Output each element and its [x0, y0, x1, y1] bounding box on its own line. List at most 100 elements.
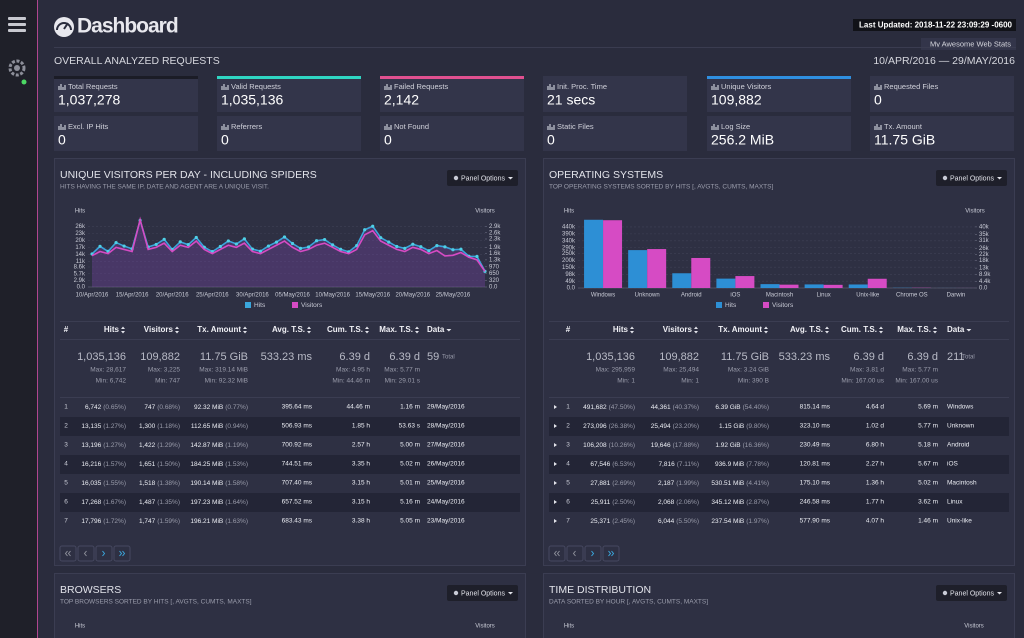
- summary-value: 109,882: [659, 351, 699, 363]
- pagination-button[interactable]: [566, 545, 584, 562]
- y-tick-label: 440k: [562, 225, 576, 231]
- cell-percent: (1.38%): [157, 480, 180, 487]
- row-cell: 17,796 (1.72%): [81, 518, 126, 525]
- cell-percent: (1.27%): [103, 442, 126, 449]
- panel-subtitle: TOP BROWSERS SORTED BY HITS [, AVGTS, CU…: [60, 599, 252, 606]
- card-label: Excl. IP Hits: [68, 122, 109, 131]
- x-tick-label: Android: [681, 293, 702, 299]
- card-value: 11.75 GiB: [874, 132, 935, 148]
- x-tick-label: 15/May/2016: [355, 293, 390, 299]
- summary-value: Total: [962, 355, 975, 361]
- cell-percent: (2.50%): [612, 499, 635, 506]
- card-icon: [384, 124, 392, 130]
- table-row[interactable]: [549, 398, 1009, 417]
- panel-options-button[interactable]: [447, 170, 518, 186]
- y-axis-label: Hits: [75, 209, 85, 215]
- data-point: [298, 246, 303, 250]
- row-cell: 1,422 (1.29%): [139, 442, 180, 449]
- row-cell: 936.9 MiB (7.78%): [715, 461, 769, 468]
- panel-options-button[interactable]: [447, 585, 518, 601]
- row-cell: 19,646 (17.88%): [651, 442, 699, 449]
- panel-options-label: Panel Options: [950, 590, 994, 597]
- x-tick-label: iOS: [730, 293, 740, 299]
- card-value: 0: [384, 132, 392, 148]
- panel-options-button[interactable]: [936, 585, 1007, 601]
- card-value: 2,142: [384, 92, 419, 108]
- y-axis-label: Hits: [75, 624, 85, 630]
- x-tick-label: 05/May/2016: [275, 293, 310, 299]
- last-updated: Last Updated: 2018-11-22 23:09:29 -0600: [859, 21, 1013, 30]
- sort-icon: [243, 326, 247, 334]
- data-point: [194, 235, 198, 240]
- card-value: 0: [58, 132, 66, 148]
- cell-percent: (2.45%): [612, 518, 635, 525]
- data-point: [234, 242, 238, 246]
- summary-value: Total: [442, 355, 455, 361]
- row-cell: 142.87 MiB (1.19%): [190, 442, 248, 449]
- legend-label: Visitors: [772, 302, 794, 309]
- table-row[interactable]: [549, 436, 1009, 455]
- card-value: 256.2 MiB: [711, 132, 774, 148]
- panel-options-button[interactable]: [936, 170, 1007, 186]
- table-row[interactable]: [549, 474, 1009, 493]
- row-cell: 3.35 h: [352, 461, 370, 468]
- cell-value: 6,044: [658, 518, 675, 525]
- panel-options-label: Panel Options: [461, 175, 505, 182]
- table-row[interactable]: [549, 455, 1009, 474]
- table-row[interactable]: [549, 417, 1009, 436]
- y-tick-label: 98k: [565, 272, 576, 278]
- summary-value: 6.39 d: [853, 351, 884, 363]
- panel-title: TIME DISTRIBUTION: [549, 584, 651, 596]
- data-point: [387, 240, 391, 244]
- panel: [54, 573, 526, 638]
- summary-value: 1,035,136: [77, 351, 126, 363]
- bar: [735, 276, 755, 288]
- row-cell: 230.49 ms: [800, 442, 831, 449]
- summary-value: Min: 167.00 us: [895, 378, 938, 385]
- y-tick-label: 14k: [75, 252, 86, 258]
- row-cell: 6.80 h: [866, 442, 884, 449]
- cell-percent: (1.29%): [157, 442, 180, 449]
- row-data: 26/May/2016: [427, 461, 465, 468]
- card-accent: [54, 76, 198, 79]
- bar: [691, 257, 711, 288]
- summary-value: 533.23 ms: [779, 351, 831, 363]
- menu-icon[interactable]: [8, 17, 26, 32]
- row-cell: 190.14 MiB (1.58%): [190, 480, 248, 487]
- card-label: Init. Proc. Time: [557, 82, 607, 91]
- row-data: 28/May/2016: [427, 423, 465, 430]
- cell-percent: (1.97%): [746, 518, 769, 525]
- table-header: Visitors: [144, 325, 174, 334]
- row-cell: 112.65 MiB (0.94%): [191, 423, 248, 430]
- table-header: Avg. T.S.: [790, 325, 823, 334]
- row-cell: 92.32 MiB (0.77%): [194, 404, 248, 411]
- card-icon: [711, 84, 719, 90]
- pagination-button[interactable]: [77, 545, 95, 562]
- table-row[interactable]: [549, 493, 1009, 512]
- bar: [647, 249, 667, 288]
- table-header: Cum. T.S.: [327, 325, 363, 334]
- row-cell: 3.15 h: [352, 499, 370, 506]
- summary-value: 6.39 d: [907, 351, 938, 363]
- sort-caret: [446, 329, 452, 332]
- y2-tick-label: 650: [489, 271, 500, 277]
- cell-percent: (2.87%): [746, 499, 769, 506]
- table-row[interactable]: [549, 512, 1009, 531]
- card-accent: [217, 76, 361, 79]
- sort-icon: [307, 326, 311, 334]
- row-cell: 5.00 m: [400, 442, 420, 449]
- cell-percent: (1.63%): [225, 518, 248, 525]
- sort-icon: [879, 326, 883, 334]
- card-icon: [58, 84, 66, 90]
- card-accent: [380, 76, 524, 79]
- bar: [804, 284, 824, 288]
- row-cell: 491,682 (47.50%): [583, 404, 635, 411]
- cell-percent: (2.69%): [612, 480, 635, 487]
- settings-icon[interactable]: [8, 59, 27, 85]
- row-data: 29/May/2016: [427, 404, 465, 411]
- row-cell: 5.18 m: [918, 442, 938, 449]
- bar: [716, 278, 736, 288]
- row-cell: 16,035 (1.55%): [81, 480, 126, 487]
- cell-percent: (1.19%): [225, 442, 248, 449]
